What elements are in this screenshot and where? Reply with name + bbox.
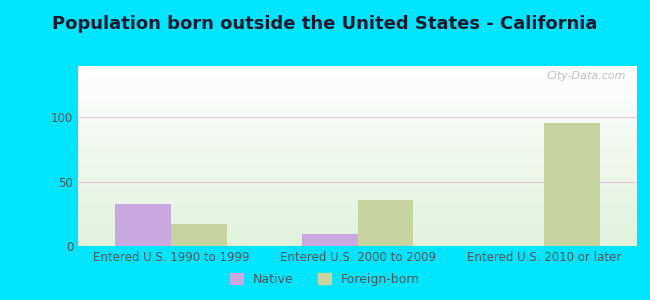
Bar (171, 224, 227, 246)
Bar (358, 200, 413, 246)
Bar (544, 123, 600, 246)
Bar (302, 234, 358, 246)
Text: City-Data.com: City-Data.com (546, 71, 626, 81)
Bar (115, 204, 171, 246)
Text: Population born outside the United States - California: Population born outside the United State… (52, 15, 598, 33)
Legend: Native, Foreign-born: Native, Foreign-born (225, 268, 425, 291)
